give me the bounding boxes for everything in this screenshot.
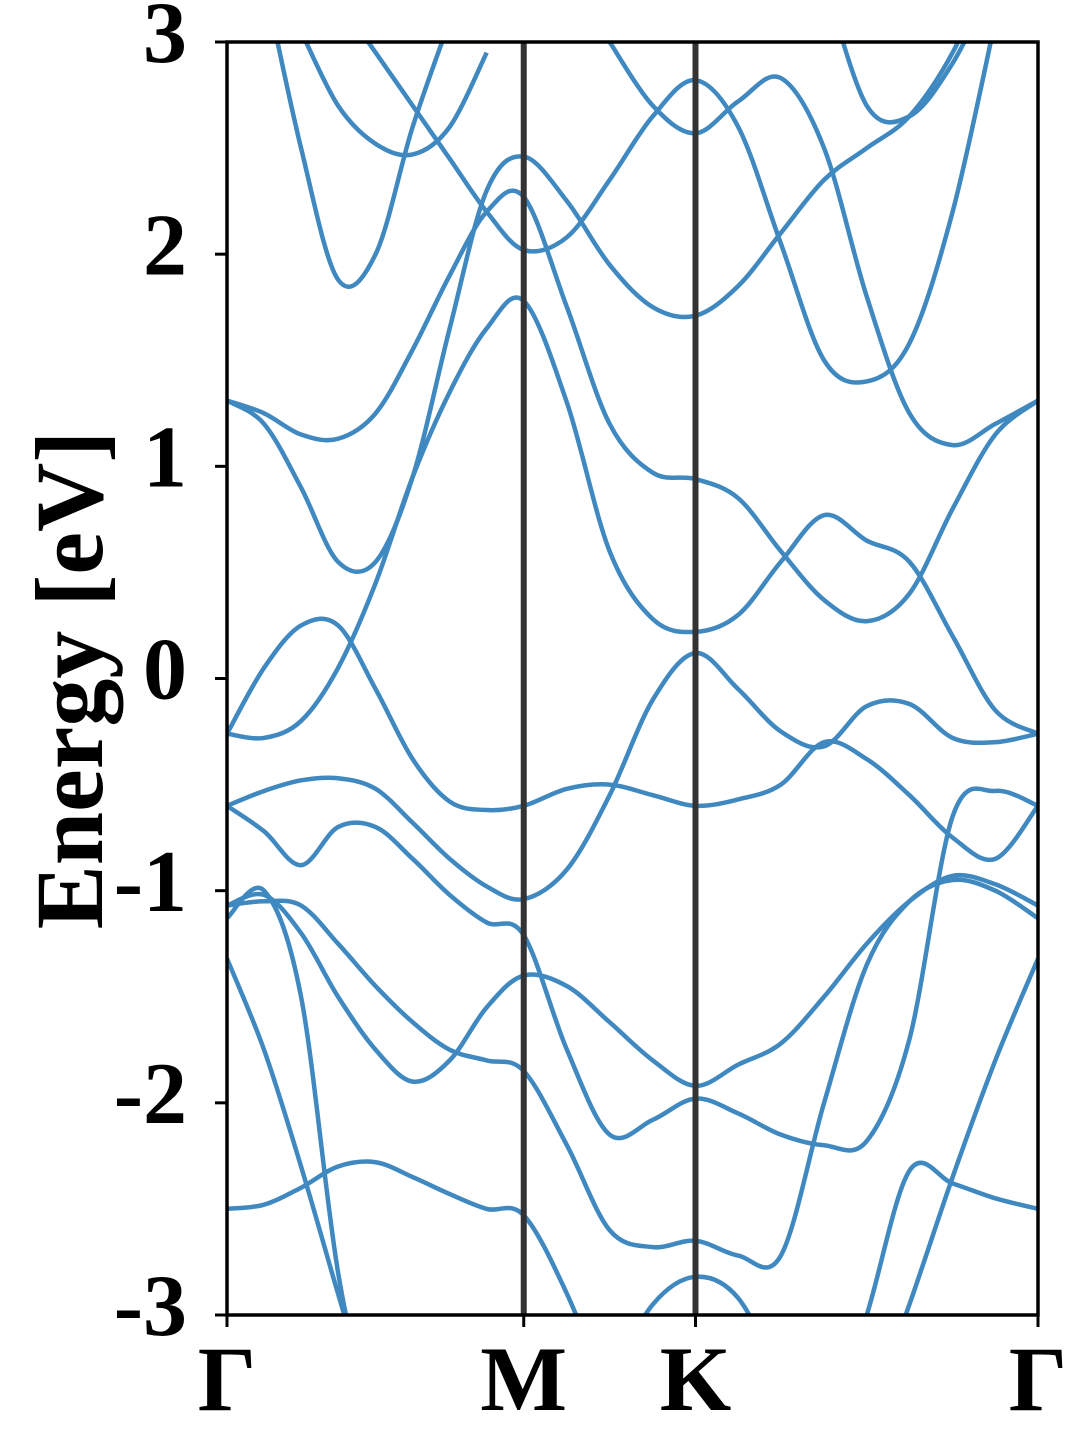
y-tick-label: 2 (143, 197, 187, 294)
band-line (840, 42, 967, 125)
band-line (227, 1159, 579, 1315)
band-line (365, 42, 994, 385)
band-line (227, 295, 1038, 741)
band-line (227, 42, 961, 574)
band-line (864, 1160, 1038, 1315)
band-line (227, 650, 1038, 902)
band-line (227, 616, 1038, 863)
plot-frame (225, 40, 1040, 1317)
band-line (903, 957, 1038, 1315)
band-line (607, 42, 1038, 448)
y-tick-label: 0 (143, 622, 187, 719)
band-line (227, 877, 1038, 1270)
band-line (227, 872, 1038, 1089)
band-line (275, 42, 445, 289)
x-tick-label: K (660, 1328, 732, 1430)
band-line (227, 885, 349, 1315)
x-tick-label: Γ (1009, 1328, 1068, 1430)
plot-area (227, 42, 1038, 1315)
band-line (227, 957, 347, 1315)
y-tick-label: -3 (114, 1258, 187, 1355)
y-tick-label: 1 (143, 410, 187, 507)
x-tick-label: Γ (198, 1328, 257, 1430)
y-tick-label: -1 (114, 834, 187, 931)
y-tick-label: -2 (114, 1046, 187, 1143)
y-axis-label: Energy [eV] (16, 431, 123, 930)
y-tick-label: 3 (143, 0, 187, 82)
x-tick-label: M (480, 1328, 567, 1430)
band-line (303, 42, 489, 158)
band-line (227, 188, 1038, 624)
band-line (227, 786, 1038, 1153)
